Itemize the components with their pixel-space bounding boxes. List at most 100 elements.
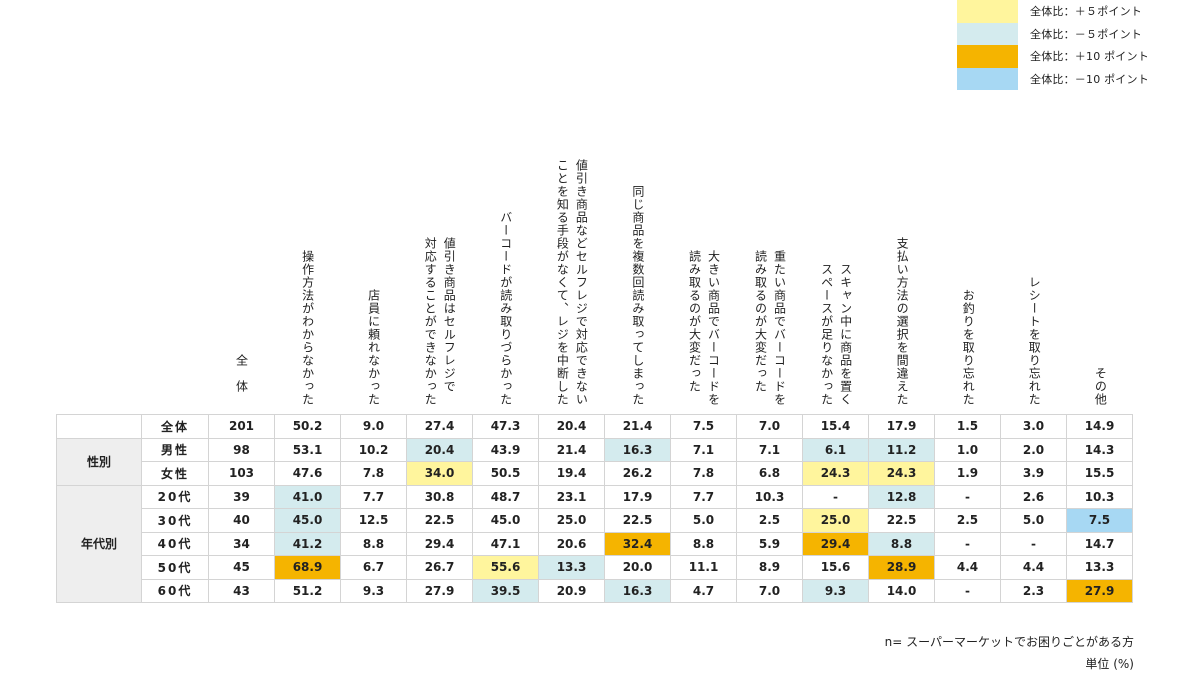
percent-cell: 7.8	[670, 461, 737, 486]
unit-note: 単位 (%)	[1085, 657, 1134, 671]
percent-cell: 39.5	[472, 578, 539, 603]
column-header-label: レシートを取り忘れた	[1027, 276, 1042, 406]
percent-cell: 14.9	[1066, 414, 1133, 439]
percent-cell: 20.4	[406, 437, 473, 462]
percent-cell: 21.4	[604, 414, 671, 439]
percent-cell: 22.5	[868, 508, 935, 533]
column-header: 全体	[208, 130, 274, 410]
percent-cell: 7.8	[340, 461, 407, 486]
percent-cell: 50.5	[472, 461, 539, 486]
column-headers: 全体 操作方法がわからなかった 店員に頼れなかった 値引き商品はセルフレジで 対…	[208, 130, 1133, 410]
column-header-label: お釣りを取り忘れた	[961, 289, 976, 406]
percent-cell: 6.7	[340, 555, 407, 580]
percent-cell: 41.2	[274, 531, 341, 556]
group-label-gender: 性別	[56, 437, 142, 486]
legend-label-plus10: 全体比：＋10 ポイント	[1030, 50, 1149, 64]
table-row: 50代 45 68.9 6.7 26.7 55.6 13.3 20.0 11.1 8.9 15.6 2…	[57, 555, 1133, 580]
sample-size-cell: 103	[208, 461, 275, 486]
legend-item-plus5: 全体比：＋５ポイント	[957, 0, 1149, 23]
percent-cell: 22.5	[406, 508, 473, 533]
table-row: 60代 43 51.2 9.3 27.9 39.5 20.9 16.3 4.7 7.0 9.3 14.…	[57, 578, 1133, 603]
percent-cell: -	[1000, 531, 1067, 556]
percent-cell: 20.9	[538, 578, 605, 603]
percent-cell: 10.3	[1066, 484, 1133, 509]
percent-cell: 13.3	[538, 555, 605, 580]
table-row: 40代 34 41.2 8.8 29.4 47.1 20.6 32.4 8.8 5.9 29.4 8.…	[57, 531, 1133, 556]
group-cell-empty	[56, 414, 142, 439]
legend-swatch-minus5	[957, 22, 1018, 45]
percent-cell: 11.1	[670, 555, 737, 580]
percent-cell: -	[934, 484, 1001, 509]
percent-cell: 8.8	[340, 531, 407, 556]
table-row: 性別 男性 98 53.1 10.2 20.4 43.9 21.4 16.3 7.1 7.1 6.1 1…	[56, 437, 1133, 486]
percent-cell: 1.5	[934, 414, 1001, 439]
percent-cell: 8.8	[868, 531, 935, 556]
percent-cell: -	[802, 484, 869, 509]
table-row: 年代別 20代 39 41.0 7.7 30.8 48.7 23.1 17.9 7.7 10.3-1…	[56, 484, 1133, 603]
row-label: 40代	[141, 531, 209, 556]
percent-cell: 29.4	[802, 531, 869, 556]
percent-cell: 20.0	[604, 555, 671, 580]
percent-cell: 32.4	[604, 531, 671, 556]
percent-cell: 27.9	[1066, 578, 1133, 603]
percent-cell: 7.7	[340, 484, 407, 509]
percent-cell: 4.4	[934, 555, 1001, 580]
percent-cell: 10.2	[340, 437, 407, 462]
percent-cell: 14.3	[1066, 437, 1133, 462]
percent-cell: 21.4	[538, 437, 605, 462]
percent-cell: 17.9	[604, 484, 671, 509]
percent-cell: -	[934, 578, 1001, 603]
percent-cell: 27.4	[406, 414, 473, 439]
sample-size-cell: 39	[208, 484, 275, 509]
column-header: その他	[1067, 130, 1133, 410]
legend-item-plus10: 全体比：＋10 ポイント	[957, 45, 1149, 68]
percent-cell: 7.1	[670, 437, 737, 462]
color-legend: 全体比：＋５ポイント 全体比：－５ポイント 全体比：＋10 ポイント 全体比：－…	[957, 0, 1149, 90]
legend-item-minus5: 全体比：－５ポイント	[957, 22, 1149, 45]
percent-cell: 30.8	[406, 484, 473, 509]
percent-cell: 47.6	[274, 461, 341, 486]
column-header-label: バーコードが読み取りづらかった	[498, 211, 513, 406]
percent-cell: 16.3	[604, 578, 671, 603]
percent-cell: 43.9	[472, 437, 539, 462]
column-header: 値引き商品などセルフレジで対応できない ことを知る手段がなくて、レジを中断した	[538, 130, 604, 410]
column-header: 重たい商品でバーコードを 読み取るのが大変だった	[737, 130, 803, 410]
column-header: スキャン中に商品を置く スペースが足りなかった	[803, 130, 869, 410]
percent-cell: 12.5	[340, 508, 407, 533]
sample-size-cell: 201	[208, 414, 275, 439]
percent-cell: 14.7	[1066, 531, 1133, 556]
percent-cell: 13.3	[1066, 555, 1133, 580]
column-header-label: スキャン中に商品を置く スペースが足りなかった	[819, 263, 853, 406]
percent-cell: 15.5	[1066, 461, 1133, 486]
table-body: 全体 201 50.2 9.0 27.4 47.3 20.4 21.4 7.5 7.0 15.4 17…	[56, 414, 1133, 603]
legend-swatch-plus10	[957, 45, 1018, 68]
column-header-label: 重たい商品でバーコードを 読み取るのが大変だった	[753, 250, 787, 406]
percent-cell: 55.6	[472, 555, 539, 580]
percent-cell: 8.8	[670, 531, 737, 556]
sample-size-cell: 98	[208, 437, 275, 462]
percent-cell: 7.5	[1066, 508, 1133, 533]
survey-table: 全体 201 50.2 9.0 27.4 47.3 20.4 21.4 7.5 7.0 15.4 17…	[56, 414, 1133, 603]
percent-cell: 7.0	[736, 578, 803, 603]
row-label: 50代	[141, 555, 209, 580]
percent-cell: 7.0	[736, 414, 803, 439]
column-header: 同じ商品を複数回読み取ってしまった	[604, 130, 670, 410]
percent-cell: 45.0	[472, 508, 539, 533]
percent-cell: 3.0	[1000, 414, 1067, 439]
percent-cell: 1.0	[934, 437, 1001, 462]
percent-cell: 1.9	[934, 461, 1001, 486]
column-header-label: 店員に頼れなかった	[366, 289, 381, 406]
row-label: 30代	[141, 508, 209, 533]
percent-cell: 19.4	[538, 461, 605, 486]
table-row: 全体 201 50.2 9.0 27.4 47.3 20.4 21.4 7.5 7.0 15.4 17…	[56, 414, 1133, 439]
percent-cell: 51.2	[274, 578, 341, 603]
percent-cell: 26.2	[604, 461, 671, 486]
percent-cell: 5.0	[1000, 508, 1067, 533]
percent-cell: 5.9	[736, 531, 803, 556]
percent-cell: 16.3	[604, 437, 671, 462]
percent-cell: 53.1	[274, 437, 341, 462]
percent-cell: 47.1	[472, 531, 539, 556]
percent-cell: 20.6	[538, 531, 605, 556]
percent-cell: 24.3	[868, 461, 935, 486]
legend-label-minus10: 全体比：－10 ポイント	[1030, 72, 1149, 86]
